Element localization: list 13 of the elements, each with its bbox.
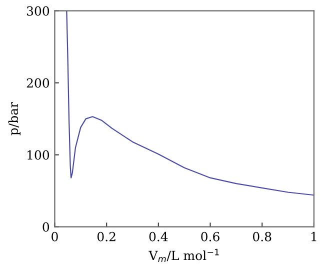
x-axis-title: V$_{m}$/L mol$^{−1}$ [148,248,219,262]
x-tick-label: 0.2 [97,232,116,242]
y-tick-label: 100 [28,150,50,160]
line-series [66,10,314,196]
x-tick-label: 0.4 [149,232,168,242]
y-tick-label: 0 [42,222,50,232]
x-tick-label: 1 [312,232,316,242]
y-tick-label: 300 [26,6,50,16]
x-tick-label: 0.6 [201,232,220,242]
y-tick-label: 200 [26,78,50,88]
x-tick-label: 0 [52,232,58,242]
x-tick-label: 0.8 [252,232,272,242]
y-axis-title: p/bar [8,102,20,136]
